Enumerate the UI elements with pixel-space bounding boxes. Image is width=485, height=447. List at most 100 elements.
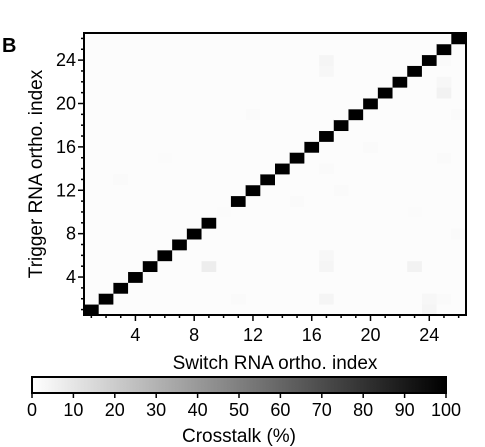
heatmap-cell <box>407 195 423 207</box>
heatmap-cell <box>451 33 467 45</box>
heatmap-cell <box>451 206 467 218</box>
heatmap-cell <box>436 293 452 305</box>
colorbar-tick-label: 50 <box>229 400 249 420</box>
heatmap-cell <box>333 119 349 132</box>
heatmap-cell <box>216 195 232 207</box>
heatmap-cell <box>201 87 217 99</box>
heatmap-cell <box>407 54 423 66</box>
heatmap-cell <box>98 119 114 132</box>
x-tick-label: 12 <box>243 325 263 345</box>
heatmap-cell <box>407 152 423 164</box>
heatmap-cell <box>436 141 452 153</box>
heatmap-cell <box>392 33 408 45</box>
heatmap-cell <box>113 152 129 164</box>
heatmap-cell <box>186 217 202 229</box>
heatmap-cell <box>289 249 305 262</box>
heatmap-cell <box>289 271 305 283</box>
heatmap-cell <box>201 249 217 262</box>
heatmap-cell <box>407 260 423 273</box>
heatmap-cell <box>157 304 173 316</box>
heatmap-cell <box>451 87 467 99</box>
colorbar-tick-label: 90 <box>395 400 415 420</box>
colorbar-tick-label: 80 <box>353 400 373 420</box>
heatmap-cell <box>333 174 349 186</box>
heatmap-cell <box>289 260 305 273</box>
heatmap-cell <box>348 228 364 240</box>
colorbar-tick-label: 30 <box>146 400 166 420</box>
heatmap-cell <box>201 228 217 240</box>
heatmap-cell <box>230 141 247 153</box>
heatmap-cell <box>407 174 423 186</box>
plot-frame <box>83 32 467 316</box>
heatmap-cell <box>319 43 335 56</box>
heatmap-cell <box>436 43 452 56</box>
heatmap-cell <box>333 98 349 110</box>
heatmap-cell <box>128 195 144 207</box>
heatmap-cell <box>84 217 100 229</box>
heatmap-cell <box>216 239 232 251</box>
heatmap-cell <box>377 163 393 175</box>
heatmap-cell <box>407 184 423 197</box>
heatmap-cell <box>377 228 393 240</box>
heatmap-cell <box>142 260 158 273</box>
heatmap-cell <box>245 282 261 294</box>
heatmap-cell <box>172 87 188 99</box>
heatmap-cell <box>113 119 129 132</box>
heatmap-cell <box>84 43 100 56</box>
heatmap-cell <box>304 119 320 132</box>
heatmap-cell <box>363 163 379 175</box>
heatmap-cell <box>113 195 129 207</box>
heatmap-cell <box>333 87 349 99</box>
heatmap-cell <box>186 228 202 240</box>
heatmap-cell <box>333 293 349 305</box>
heatmap-cell <box>157 141 173 153</box>
heatmap-cell <box>451 271 467 283</box>
heatmap-cell <box>201 130 217 142</box>
heatmap-cell <box>304 184 320 197</box>
heatmap-cell <box>172 119 188 132</box>
heatmap-cell <box>84 87 100 99</box>
heatmap-cell <box>245 141 261 153</box>
heatmap-cell <box>363 87 379 99</box>
heatmap-cell <box>451 76 467 88</box>
heatmap-cell <box>436 184 452 197</box>
heatmap-cell <box>113 293 129 305</box>
heatmap-cell <box>128 163 144 175</box>
heatmap-cell <box>113 239 129 251</box>
heatmap-cell <box>230 76 247 88</box>
heatmap-cell <box>348 54 364 66</box>
heatmap-cell <box>216 304 232 316</box>
heatmap-cell <box>186 141 202 153</box>
heatmap-cell <box>142 249 158 262</box>
heatmap-cell <box>333 239 349 251</box>
heatmap-cell <box>172 141 188 153</box>
heatmap-cell <box>113 108 129 121</box>
heatmap-cell <box>157 195 173 207</box>
heatmap-cell <box>260 163 276 175</box>
heatmap-cell <box>172 163 188 175</box>
heatmap-cell <box>201 119 217 132</box>
heatmap-cell <box>157 174 173 186</box>
heatmap-cell <box>289 239 305 251</box>
heatmap-cell <box>157 260 173 273</box>
heatmap-cell <box>333 141 349 153</box>
heatmap-cell <box>172 260 188 273</box>
heatmap-cell <box>142 217 158 229</box>
heatmap-cell <box>407 65 423 77</box>
heatmap-cell <box>377 43 393 56</box>
heatmap-cell <box>186 282 202 294</box>
heatmap-cell <box>142 228 158 240</box>
heatmap-cell <box>128 119 144 132</box>
heatmap-cell <box>186 239 202 251</box>
heatmap-cell <box>186 152 202 164</box>
heatmap-cell <box>84 76 100 88</box>
heatmap-cell <box>230 249 247 262</box>
heatmap-cell <box>289 130 305 142</box>
heatmap-cell <box>348 98 364 110</box>
heatmap-cell <box>84 260 100 273</box>
heatmap-cell <box>392 43 408 56</box>
heatmap-cell <box>230 271 247 283</box>
heatmap-cell <box>407 206 423 218</box>
heatmap-cell <box>333 76 349 88</box>
heatmap-cell <box>392 249 408 262</box>
